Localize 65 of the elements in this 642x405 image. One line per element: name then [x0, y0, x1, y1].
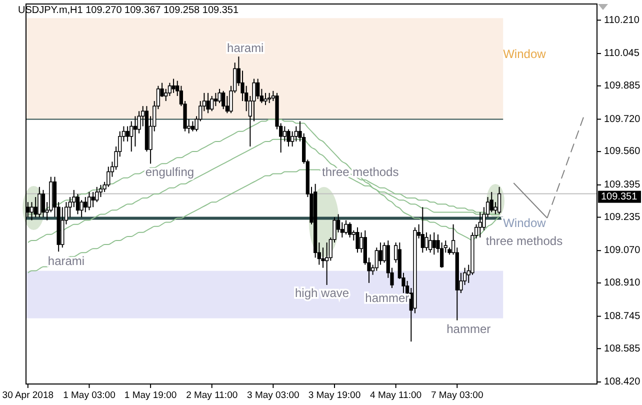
- band-label: Window: [503, 47, 546, 62]
- candlestick: [190, 120, 195, 132]
- y-tick-label: 109.395: [604, 180, 641, 191]
- y-tick-label: 110.210: [604, 14, 640, 26]
- x-tick-label: 7 May 03:00: [430, 390, 484, 401]
- y-tick-label: 108.585: [604, 343, 641, 354]
- annotation: high wave: [295, 286, 350, 300]
- candlestick: [41, 189, 46, 218]
- candlestick: [38, 186, 42, 218]
- candlestick: [80, 200, 84, 218]
- candlestick: [206, 92, 210, 114]
- candlestick: [84, 196, 88, 213]
- candlestick: [348, 222, 352, 238]
- annotation: hammer: [446, 322, 491, 336]
- candlestick: [286, 128, 290, 147]
- ref-line-label: 109.351: [601, 191, 638, 202]
- y-tick-label: 109.235: [604, 212, 641, 223]
- x-tick-label: 1 May 19:00: [124, 390, 177, 401]
- candlestick: [91, 191, 95, 208]
- candlestick: [222, 90, 226, 110]
- y-tick-label: 108.420: [604, 376, 641, 388]
- annotation: engulfing: [145, 165, 194, 179]
- y-tick-label: 109.720: [604, 114, 641, 125]
- candlestick: [214, 92, 218, 107]
- candlestick: [218, 88, 222, 104]
- candlestick: [378, 242, 382, 266]
- candlestick: [256, 78, 260, 100]
- candlestick: [133, 116, 138, 147]
- candlestick: [264, 92, 268, 106]
- candlestick: [76, 194, 80, 215]
- y-tick-label: 108.745: [604, 310, 641, 322]
- candlestick: [356, 226, 360, 254]
- candlestick: [98, 184, 103, 198]
- candlestick: [210, 95, 214, 112]
- annotation: Window: [503, 216, 546, 230]
- candlestick: [34, 196, 38, 218]
- y-tick-label: 109.885: [604, 80, 641, 92]
- x-tick-label: 3 May 19:00: [308, 390, 361, 401]
- candlestick: [428, 234, 432, 254]
- annotation: three methods: [486, 234, 563, 248]
- candlestick: [490, 191, 494, 213]
- candlestick: [424, 232, 428, 252]
- candlestick: [420, 206, 424, 254]
- candlestick: [172, 78, 176, 94]
- candlestick: [344, 220, 348, 235]
- y-tick-label: 109.560: [604, 146, 641, 158]
- x-tick-label: 4 May 11:00: [370, 390, 422, 401]
- x-tick-label: 1 May 03:00: [63, 390, 116, 401]
- candlestick: [87, 191, 92, 211]
- candlestick: [95, 186, 99, 203]
- candlestick: [432, 232, 436, 256]
- candlestick: [290, 130, 294, 147]
- candlestick: [30, 202, 34, 221]
- y-tick-label: 110.045: [604, 48, 640, 60]
- annotation: harami: [227, 41, 264, 55]
- y-tick-label: 108.910: [604, 278, 641, 289]
- x-tick-label: 2 May 11:00: [186, 390, 238, 401]
- x-tick-label: 3 May 03:00: [247, 390, 300, 401]
- y-tick-label: 109.070: [604, 245, 641, 256]
- candlestick: [478, 212, 482, 238]
- candlestick: [497, 186, 502, 215]
- candlestick: [268, 92, 272, 104]
- candlestick: [126, 126, 130, 142]
- x-tick-label: 30 Apr 2018: [2, 390, 54, 401]
- candlestick: [282, 126, 286, 142]
